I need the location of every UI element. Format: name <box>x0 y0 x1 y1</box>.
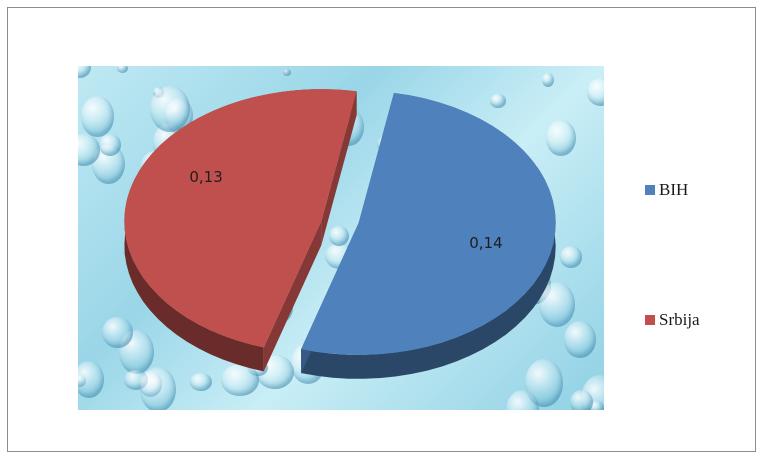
water-drop <box>150 86 191 133</box>
water-drop <box>140 366 176 410</box>
legend-label-bih: BIH <box>659 180 689 199</box>
legend-item-bih: BIH <box>645 180 688 200</box>
water-drop <box>81 96 114 138</box>
water-drop <box>282 69 291 77</box>
pie-slice-cut-face <box>321 91 357 246</box>
water-drop <box>546 119 576 157</box>
pie-slice-top <box>124 89 357 348</box>
water-drop <box>99 134 121 157</box>
data-label-srbija: 0,13 <box>189 168 222 186</box>
water-drop <box>117 66 128 74</box>
legend-swatch-srbija <box>645 315 655 325</box>
water-drop <box>506 389 539 410</box>
water-drop <box>78 134 101 167</box>
pie-slice-top <box>301 92 556 355</box>
water-drop <box>220 363 259 397</box>
legend-swatch-bih <box>645 185 655 195</box>
water-drop <box>541 72 554 87</box>
pie-slice-cut-face <box>263 221 322 372</box>
legend-label-srbija: Srbija <box>659 310 700 329</box>
pie-slice-bih: 0,14 <box>301 92 556 379</box>
water-drop <box>559 246 583 268</box>
water-drop <box>564 320 597 359</box>
pie-slice-srbija: 0,13 <box>124 89 357 372</box>
water-drop <box>102 316 133 348</box>
legend-item-srbija: Srbija <box>645 310 700 330</box>
water-drop <box>588 400 604 410</box>
data-label-bih: 0,14 <box>469 234 502 252</box>
water-drop <box>190 372 213 392</box>
water-drop <box>329 226 350 247</box>
water-drop <box>78 360 104 399</box>
water-drop <box>587 78 604 107</box>
water-drop <box>570 389 593 410</box>
water-drop <box>490 94 506 109</box>
